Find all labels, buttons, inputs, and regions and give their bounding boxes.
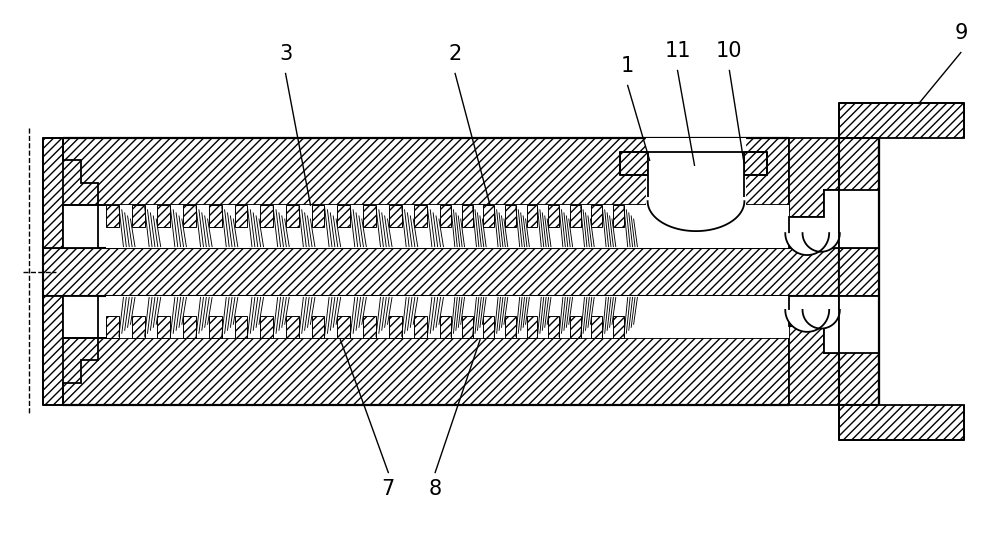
Polygon shape <box>570 205 581 227</box>
Polygon shape <box>363 205 376 227</box>
Polygon shape <box>106 205 119 227</box>
Polygon shape <box>839 248 879 296</box>
Polygon shape <box>414 205 427 227</box>
Polygon shape <box>483 205 494 227</box>
Polygon shape <box>286 316 299 338</box>
Polygon shape <box>789 190 839 248</box>
Polygon shape <box>389 316 402 338</box>
Polygon shape <box>591 316 602 338</box>
Polygon shape <box>648 152 744 205</box>
Polygon shape <box>613 205 624 227</box>
Polygon shape <box>839 296 879 353</box>
Polygon shape <box>648 152 744 201</box>
Polygon shape <box>157 316 170 338</box>
Polygon shape <box>132 316 145 338</box>
Polygon shape <box>839 138 879 404</box>
Polygon shape <box>505 316 516 338</box>
Polygon shape <box>548 205 559 227</box>
Polygon shape <box>483 316 494 338</box>
Polygon shape <box>63 138 789 205</box>
Polygon shape <box>527 316 537 338</box>
Polygon shape <box>63 296 98 338</box>
Polygon shape <box>63 338 789 404</box>
Text: 10: 10 <box>716 40 743 60</box>
Polygon shape <box>414 316 427 338</box>
Text: 3: 3 <box>279 44 292 64</box>
Polygon shape <box>462 205 473 227</box>
Text: 7: 7 <box>382 480 395 499</box>
Polygon shape <box>260 316 273 338</box>
Polygon shape <box>440 316 451 338</box>
Polygon shape <box>260 205 273 227</box>
Polygon shape <box>209 316 222 338</box>
Polygon shape <box>286 205 299 227</box>
Polygon shape <box>635 296 789 338</box>
Polygon shape <box>106 205 440 248</box>
Polygon shape <box>789 326 839 404</box>
Polygon shape <box>43 248 839 296</box>
Text: 2: 2 <box>448 44 462 64</box>
Polygon shape <box>635 205 789 248</box>
Polygon shape <box>462 316 473 338</box>
Polygon shape <box>337 316 350 338</box>
Polygon shape <box>570 316 581 338</box>
Polygon shape <box>620 152 648 175</box>
Polygon shape <box>235 316 247 338</box>
Polygon shape <box>132 205 145 227</box>
Text: 11: 11 <box>664 40 691 60</box>
Polygon shape <box>183 205 196 227</box>
Polygon shape <box>839 404 964 440</box>
Polygon shape <box>789 296 839 353</box>
Polygon shape <box>648 138 744 205</box>
Polygon shape <box>389 205 402 227</box>
Polygon shape <box>744 152 767 175</box>
Polygon shape <box>440 205 635 248</box>
Polygon shape <box>106 316 119 338</box>
Polygon shape <box>43 296 98 404</box>
Polygon shape <box>337 205 350 227</box>
Text: 9: 9 <box>954 22 968 43</box>
Polygon shape <box>789 138 839 217</box>
Polygon shape <box>839 104 964 138</box>
Polygon shape <box>440 205 451 227</box>
Polygon shape <box>235 205 247 227</box>
Polygon shape <box>106 296 440 338</box>
Polygon shape <box>183 316 196 338</box>
Polygon shape <box>63 205 98 248</box>
Polygon shape <box>839 190 879 248</box>
Polygon shape <box>363 316 376 338</box>
Text: 8: 8 <box>429 480 442 499</box>
Polygon shape <box>591 205 602 227</box>
Polygon shape <box>527 205 537 227</box>
Polygon shape <box>157 205 170 227</box>
Polygon shape <box>43 138 98 248</box>
Polygon shape <box>505 205 516 227</box>
Polygon shape <box>548 316 559 338</box>
Polygon shape <box>312 205 324 227</box>
Polygon shape <box>312 316 324 338</box>
Polygon shape <box>440 296 635 338</box>
Text: 1: 1 <box>621 56 634 76</box>
Polygon shape <box>209 205 222 227</box>
Polygon shape <box>613 316 624 338</box>
